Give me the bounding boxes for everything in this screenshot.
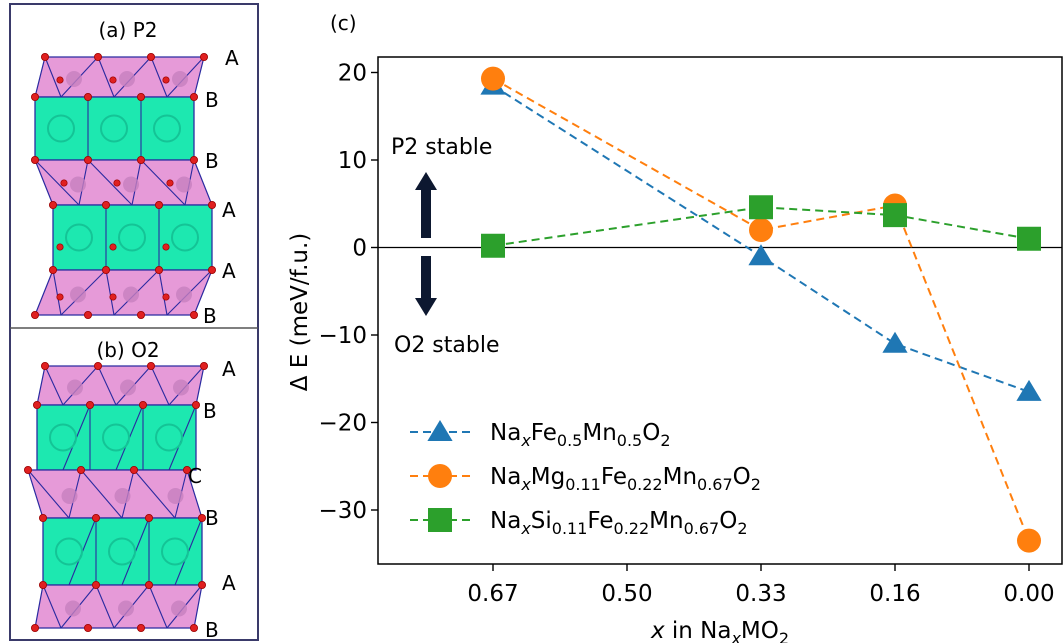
y-tick-label: −30 bbox=[318, 498, 367, 524]
layer-label: B bbox=[205, 506, 219, 530]
panel-b-label: (b) O2 bbox=[96, 338, 159, 362]
data-point-series-2 bbox=[749, 218, 773, 242]
o2-structure-illustration bbox=[23, 361, 208, 633]
up-arrow-icon bbox=[415, 172, 437, 190]
x-tick-label: 0.50 bbox=[601, 581, 652, 607]
legend-marker bbox=[428, 464, 452, 488]
legend-entry-2: NaxMg0.11Fe0.22Mn0.67O2 bbox=[490, 464, 761, 494]
layer-label: B bbox=[203, 399, 217, 423]
layer-label: A bbox=[222, 357, 236, 381]
stability-arrows bbox=[415, 172, 437, 316]
legend-entry-3: NaxSi0.11Fe0.22Mn0.67O2 bbox=[490, 508, 748, 538]
down-arrow-icon bbox=[415, 298, 437, 316]
series-line-1 bbox=[492, 84, 1030, 393]
layer-label: B bbox=[205, 149, 219, 173]
annotation-o2-stable: O2 stable bbox=[394, 333, 500, 358]
y-axis-ticks: 20 10 0 −10 −20 −30 bbox=[318, 61, 378, 524]
data-point-series-1 bbox=[748, 244, 774, 266]
series-line-3 bbox=[492, 206, 1030, 247]
y-axis-label: Δ E (meV/f.u.) bbox=[287, 233, 313, 392]
legend-entry-1: NaxFe0.5Mn0.5O2 bbox=[490, 420, 671, 450]
legend-marker bbox=[428, 508, 452, 532]
data-point-series-3 bbox=[481, 233, 505, 258]
legend: NaxFe0.5Mn0.5O2 NaxMg0.11Fe0.22Mn0.67O2 Na… bbox=[410, 420, 761, 538]
panel-c-label: (c) bbox=[330, 11, 357, 35]
panel-a-label: (a) P2 bbox=[98, 18, 157, 42]
data-point-series-3 bbox=[883, 203, 907, 228]
layer-label: A bbox=[222, 198, 236, 222]
x-axis-label: x in NaxMO2 bbox=[650, 618, 789, 643]
series-layer bbox=[480, 66, 1042, 553]
plot-frame bbox=[377, 56, 1063, 565]
data-point-series-2 bbox=[481, 66, 505, 91]
x-tick-label: 0.00 bbox=[1003, 581, 1054, 607]
legend-marker bbox=[427, 420, 453, 441]
layer-label: C bbox=[188, 464, 202, 488]
y-tick-label: 20 bbox=[338, 61, 367, 87]
data-point-series-3 bbox=[749, 195, 773, 220]
layer-label: A bbox=[222, 259, 236, 283]
y-tick-label: 10 bbox=[338, 148, 367, 174]
y-tick-label: −10 bbox=[318, 323, 367, 349]
x-tick-label: 0.33 bbox=[735, 581, 786, 607]
x-tick-label: 0.16 bbox=[869, 581, 920, 607]
layer-label: A bbox=[225, 46, 239, 70]
x-axis-ticks: 0.67 0.50 0.33 0.16 0.00 bbox=[467, 564, 1055, 607]
series-line-2 bbox=[492, 77, 1030, 541]
data-point-series-2 bbox=[1017, 528, 1041, 553]
data-point-series-1 bbox=[882, 331, 908, 353]
y-tick-label: 0 bbox=[352, 236, 367, 262]
layer-label: B bbox=[205, 618, 219, 642]
y-tick-label: −20 bbox=[318, 411, 367, 437]
data-point-series-1 bbox=[1016, 379, 1042, 401]
p2-structure-illustration bbox=[30, 53, 216, 319]
x-tick-label: 0.67 bbox=[467, 581, 518, 607]
layer-label: B bbox=[205, 88, 219, 112]
annotation-p2-stable: P2 stable bbox=[391, 135, 492, 160]
layer-label: A bbox=[222, 571, 236, 595]
data-point-series-3 bbox=[1017, 226, 1041, 251]
layer-label: B bbox=[203, 304, 217, 328]
